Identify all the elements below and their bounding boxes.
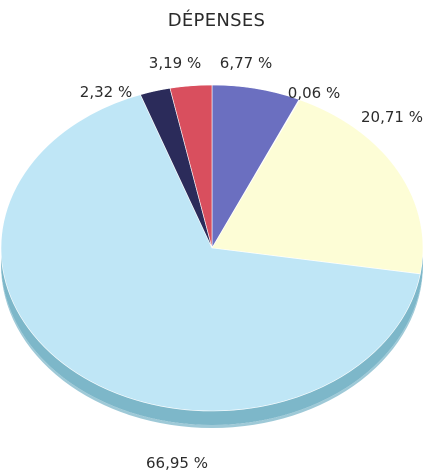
slice-value-label: 6,77 % <box>220 54 272 72</box>
pie-slice <box>169 84 213 249</box>
slice-value-label: 66,95 % <box>146 454 208 472</box>
chart-title: DÉPENSES <box>167 10 266 31</box>
pie-slice <box>211 99 424 275</box>
slice-value-label: 2,32 % <box>80 83 132 101</box>
pie-slice <box>0 94 421 412</box>
pie-slices <box>0 84 424 412</box>
slice-value-label: 0,06 % <box>288 84 340 102</box>
slice-value-label: 3,19 % <box>149 54 201 72</box>
pie-labels: 6,77 % 0,06 % 20,71 % 66,95 % 2,32 % 3,19 % <box>80 54 423 472</box>
slice-value-label: 20,71 % <box>361 108 423 126</box>
